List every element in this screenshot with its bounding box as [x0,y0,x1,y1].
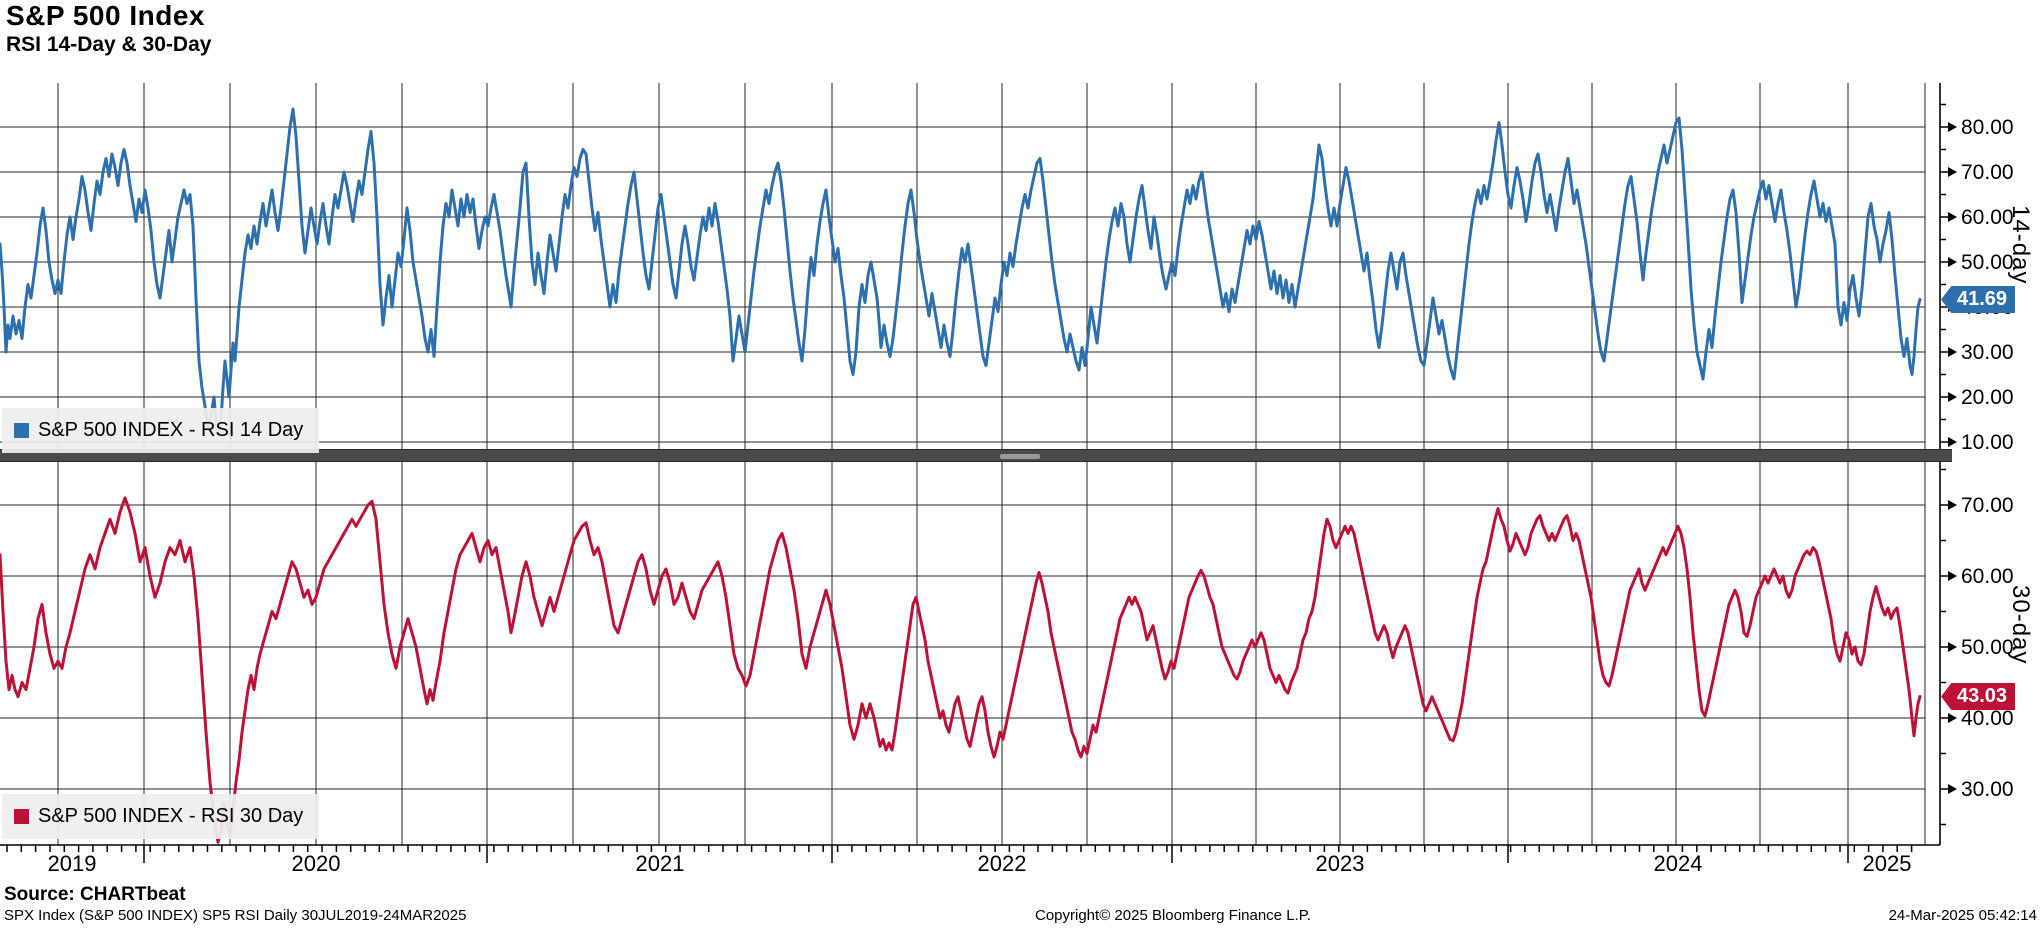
x-axis-year-label: 2023 [1316,851,1365,876]
panel-divider [0,449,1952,462]
right-axis-title-14day: 14-day [2007,205,2034,285]
timestamp: 24-Mar-2025 05:42:14 [1888,907,2037,924]
y-axis-tick-arrow-icon [1948,167,1957,177]
legend-rsi14[interactable]: S&P 500 INDEX - RSI 14 Day [2,408,320,453]
y-axis-tick-label: 80.00 [1961,116,2014,139]
y-axis-tick-label: 50.00 [1961,636,2014,659]
y-axis-tick-arrow-icon [1948,642,1957,652]
security-description: SPX Index (S&P 500 INDEX) SP5 RSI Daily … [4,907,467,924]
y-axis-tick-label: 30.00 [1961,778,2014,801]
legend-label-rsi30: S&P 500 INDEX - RSI 30 Day [38,805,304,827]
source-label: Source: CHARTbeat [4,884,186,905]
x-axis-year-label: 2019 [48,851,97,876]
y-axis-tick-label: 60.00 [1961,565,2014,588]
x-axis-year-label: 2025 [1863,851,1912,876]
y-axis-tick-arrow-icon [1948,437,1957,447]
rsi14-series-line [0,107,1922,437]
x-axis-year-label: 2024 [1654,851,1703,876]
y-axis-tick-arrow-icon [1948,784,1957,794]
y-axis-tick-label: 20.00 [1961,386,2014,409]
y-axis-tick-arrow-icon [1948,500,1957,510]
legend-swatch-rsi30-icon [14,809,29,824]
y-axis-tick-label: 60.00 [1961,206,2014,229]
y-axis-tick-label: 30.00 [1961,341,2014,364]
legend-rsi30[interactable]: S&P 500 INDEX - RSI 30 Day [2,794,320,839]
y-axis-tick-label: 40.00 [1961,707,2014,730]
y-axis-tick-arrow-icon [1948,122,1957,132]
y-axis-tick-arrow-icon [1948,392,1957,402]
x-axis-year-label: 2020 [292,851,341,876]
panel-divider-drag-handle[interactable] [1000,454,1040,459]
y-axis-tick-arrow-icon [1948,713,1957,723]
y-axis-tick-arrow-icon [1948,571,1957,581]
rsi30-series-line [0,496,1922,844]
page-title: S&P 500 Index [6,0,205,31]
y-axis-tick-label: 50.00 [1961,251,2014,274]
last-value-badge-rsi30: 43.03 [1941,683,2015,710]
last-value-badge-rsi14: 41.69 [1941,286,2015,313]
right-axis-title-30day: 30-day [2007,585,2034,665]
x-axis-year-label: 2022 [978,851,1027,876]
y-axis-tick-arrow-icon [1948,212,1957,222]
copyright-notice: Copyright© 2025 Bloomberg Finance L.P. [1035,907,1311,924]
page-subtitle: RSI 14-Day & 30-Day [6,33,212,56]
legend-label-rsi14: S&P 500 INDEX - RSI 14 Day [38,419,304,441]
y-axis-tick-label: 70.00 [1961,161,2014,184]
y-axis-tick-arrow-icon [1948,347,1957,357]
y-axis-tick-label: 10.00 [1961,431,2014,454]
x-axis-year-label: 2021 [636,851,685,876]
legend-swatch-rsi14-icon [14,423,29,438]
y-axis-tick-label: 70.00 [1961,494,2014,517]
y-axis-tick-arrow-icon [1948,257,1957,267]
